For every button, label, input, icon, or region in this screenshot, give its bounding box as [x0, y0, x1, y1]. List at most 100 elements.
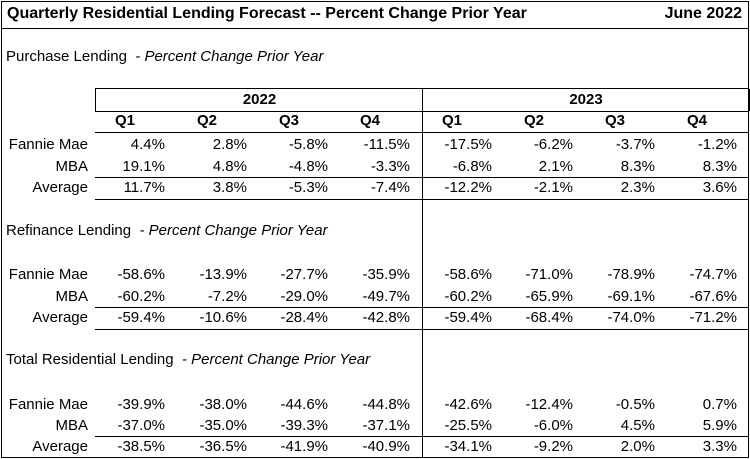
data-cell: -17.5%	[444, 136, 492, 153]
section-subtitle: - Percent Change Prior Year	[135, 48, 324, 65]
section-title-refinance: Refinance Lending - Percent Change Prior…	[6, 222, 328, 239]
data-cell: -74.7%	[689, 266, 737, 283]
data-cell: 5.9%	[702, 417, 737, 434]
row-label: MBA	[55, 417, 88, 434]
section-title-total: Total Residential Lending - Percent Chan…	[6, 351, 370, 368]
data-cell: -37.1%	[362, 417, 410, 434]
data-cell: -27.7%	[280, 266, 328, 283]
data-cell: -38.5%	[117, 438, 165, 455]
data-cell: -44.8%	[362, 396, 410, 413]
section-title-purchase: Purchase Lending - Percent Change Prior …	[6, 48, 323, 65]
quarter-header: Q3	[604, 112, 625, 129]
data-cell: -6.8%	[452, 158, 492, 175]
section-name: Refinance Lending	[6, 222, 132, 239]
data-cell: -78.9%	[607, 266, 655, 283]
data-cell: -37.0%	[117, 417, 165, 434]
data-cell: 0.7%	[702, 396, 737, 413]
data-cell: 3.6%	[702, 179, 737, 196]
data-cell: -40.9%	[362, 438, 410, 455]
year-divider	[422, 88, 423, 458]
data-cell: -74.0%	[607, 309, 655, 326]
data-cell: -4.8%	[288, 158, 328, 175]
data-cell: 3.3%	[702, 438, 737, 455]
header-bar: Quarterly Residential Lending Forecast -…	[2, 2, 748, 29]
data-cell: -29.0%	[280, 288, 328, 305]
data-cell: 8.3%	[702, 158, 737, 175]
data-cell: -60.2%	[117, 288, 165, 305]
data-cell: -49.7%	[362, 288, 410, 305]
quarter-header: Q3	[278, 112, 299, 129]
data-cell: -60.2%	[444, 288, 492, 305]
data-cell: -39.3%	[280, 417, 328, 434]
year-2022-header: 2022	[95, 89, 423, 111]
data-cell: 19.1%	[122, 158, 165, 175]
year-2023-header: 2023	[422, 89, 750, 111]
data-cell: 8.3%	[620, 158, 655, 175]
row-label: Fannie Mae	[8, 136, 88, 153]
data-cell: -3.3%	[370, 158, 410, 175]
data-cell: 4.8%	[212, 158, 247, 175]
section-name: Purchase Lending	[6, 48, 127, 65]
data-cell: -6.0%	[533, 417, 573, 434]
report-title: Quarterly Residential Lending Forecast -…	[7, 5, 527, 22]
data-cell: -42.8%	[362, 309, 410, 326]
section-subtitle: - Percent Change Prior Year	[139, 222, 328, 239]
data-cell: -25.5%	[444, 417, 492, 434]
data-cell: -71.2%	[689, 309, 737, 326]
data-cell: -36.5%	[199, 438, 247, 455]
data-cell: -9.2%	[533, 438, 573, 455]
data-cell: -7.4%	[370, 179, 410, 196]
row-label: Average	[32, 438, 88, 455]
data-cell: -28.4%	[280, 309, 328, 326]
data-cell: -71.0%	[525, 266, 573, 283]
data-cell: -42.6%	[444, 396, 492, 413]
data-cell: -58.6%	[444, 266, 492, 283]
row-label: MBA	[55, 158, 88, 175]
data-cell: -58.6%	[117, 266, 165, 283]
quarter-header: Q2	[196, 112, 217, 129]
data-cell: 11.7%	[123, 179, 165, 196]
quarter-header: Q1	[441, 112, 462, 129]
data-cell: -13.9%	[199, 266, 247, 283]
data-cell: -59.4%	[444, 309, 492, 326]
data-cell: -12.4%	[525, 396, 573, 413]
data-cell: -41.9%	[280, 438, 328, 455]
data-cell: -35.0%	[199, 417, 247, 434]
data-cell: 2.0%	[620, 438, 655, 455]
section-subtitle: - Percent Change Prior Year	[181, 351, 371, 368]
data-cell: -10.6%	[199, 309, 247, 326]
data-cell: 4.5%	[620, 417, 655, 434]
data-cell: -5.8%	[288, 136, 328, 153]
data-cell: -1.2%	[697, 136, 737, 153]
data-cell: -69.1%	[607, 288, 655, 305]
data-cell: 2.1%	[538, 158, 573, 175]
data-cell: -5.3%	[288, 179, 328, 196]
data-cell: -68.4%	[525, 309, 573, 326]
quarter-header: Q1	[114, 112, 135, 129]
data-cell: 2.3%	[620, 179, 655, 196]
quarter-header: Q2	[523, 112, 544, 129]
data-cell: 4.4%	[130, 136, 165, 153]
data-cell: -59.4%	[117, 309, 165, 326]
row-label: Fannie Mae	[8, 266, 88, 283]
data-cell: -67.6%	[689, 288, 737, 305]
data-cell: -3.7%	[615, 136, 655, 153]
quarter-header: Q4	[359, 112, 380, 129]
data-cell: -35.9%	[362, 266, 410, 283]
data-cell: 2.8%	[212, 136, 247, 153]
data-cell: -7.2%	[207, 288, 247, 305]
report-date: June 2022	[664, 5, 742, 22]
data-cell: -39.9%	[117, 396, 165, 413]
row-label: Fannie Mae	[8, 396, 88, 413]
data-cell: 3.8%	[212, 179, 247, 196]
section-name: Total Residential Lending	[6, 351, 174, 368]
row-label: Average	[32, 309, 88, 326]
data-cell: -34.1%	[444, 438, 492, 455]
data-cell: -6.2%	[533, 136, 573, 153]
data-cell: -2.1%	[533, 179, 573, 196]
data-cell: -44.6%	[280, 396, 328, 413]
quarter-header: Q4	[686, 112, 707, 129]
data-cell: -65.9%	[525, 288, 573, 305]
data-cell: -11.5%	[363, 136, 410, 153]
